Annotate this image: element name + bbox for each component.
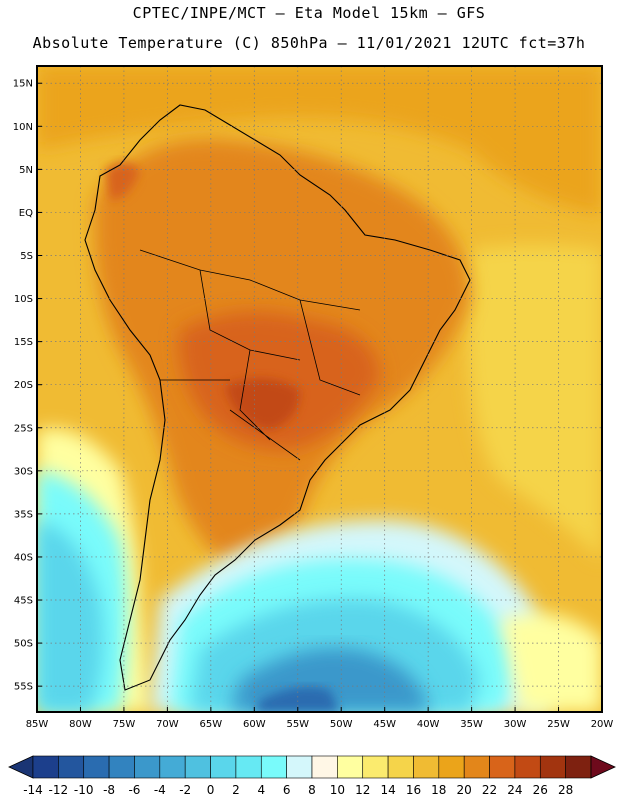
lat-label: 45S <box>14 596 33 607</box>
lat-label: 40S <box>14 552 33 563</box>
lon-label: 80W <box>69 719 92 730</box>
lon-label: 65W <box>200 719 223 730</box>
lat-label: 25S <box>14 423 33 434</box>
lat-label: 30S <box>14 466 33 477</box>
colorbar-swatch <box>159 755 186 779</box>
lat-label: 15N <box>13 79 33 90</box>
colorbar-swatch <box>134 755 161 779</box>
colorbar-swatch <box>210 755 237 779</box>
lon-label: 20W <box>591 719 614 730</box>
lon-label: 60W <box>243 719 266 730</box>
lon-label: 55W <box>286 719 309 730</box>
lat-label: 10S <box>14 294 33 305</box>
colorbar-label: 20 <box>457 783 472 797</box>
lat-label: 5S <box>20 251 33 262</box>
colorbar-swatch <box>463 755 490 779</box>
colorbar-label: -2 <box>179 783 191 797</box>
colorbar-label: 2 <box>232 783 240 797</box>
colorbar-swatch <box>108 755 135 779</box>
colorbar-label: 16 <box>406 783 421 797</box>
lon-label: 50W <box>330 719 353 730</box>
lat-label: 5N <box>19 165 33 176</box>
title-field: Absolute Temperature (C) 850hPa – 11/01/… <box>32 34 586 52</box>
colorbar-swatch <box>413 755 440 779</box>
colorbar-label: 4 <box>257 783 265 797</box>
colorbar-label: -6 <box>128 783 140 797</box>
colorbar-label: 6 <box>283 783 291 797</box>
colorbar-label: 28 <box>558 783 573 797</box>
lon-label: 85W <box>26 719 49 730</box>
lon-label: 70W <box>156 719 179 730</box>
colorbar-label: 24 <box>507 783 522 797</box>
colorbar-swatch <box>58 755 85 779</box>
colorbar-swatch <box>438 755 465 779</box>
colorbar-label: -10 <box>74 783 94 797</box>
lat-label: 55S <box>14 682 33 693</box>
lon-label: 25W <box>547 719 570 730</box>
lat-label: 15S <box>14 337 33 348</box>
lat-label: 50S <box>14 639 33 650</box>
continent-outline <box>84 104 471 691</box>
colorbar-under-arrow <box>8 755 34 779</box>
colorbar-swatch <box>235 755 262 779</box>
map-frame <box>36 65 603 713</box>
colorbar-swatch <box>260 755 287 779</box>
colorbar-swatch <box>83 755 110 779</box>
colorbar-label: -14 <box>23 783 43 797</box>
colorbar-label: 0 <box>207 783 215 797</box>
colorbar-swatch <box>32 755 59 779</box>
colorbar-label: 10 <box>330 783 345 797</box>
country-borders <box>139 249 361 461</box>
colorbar-swatch <box>489 755 516 779</box>
lat-label: EQ <box>19 208 33 219</box>
colorbar-label: -4 <box>154 783 166 797</box>
colorbar-label: 18 <box>431 783 446 797</box>
colorbar-label: 12 <box>355 783 370 797</box>
colorbar-swatch <box>337 755 364 779</box>
colorbar-swatch <box>514 755 541 779</box>
colorbar-label: -12 <box>49 783 69 797</box>
colorbar-swatch <box>184 755 211 779</box>
lon-label: 30W <box>504 719 527 730</box>
colorbar-label: 8 <box>308 783 316 797</box>
lon-label: 35W <box>460 719 483 730</box>
lat-label: 20S <box>14 380 33 391</box>
lon-label: 40W <box>417 719 440 730</box>
title-model: CPTEC/INPE/MCT – Eta Model 15km – GFS <box>132 4 486 22</box>
lat-label: 10N <box>13 122 33 133</box>
colorbar-over-arrow <box>590 755 616 779</box>
colorbar-label: 22 <box>482 783 497 797</box>
lon-label: 45W <box>373 719 396 730</box>
colorbar-swatch <box>565 755 592 779</box>
colorbar-swatch <box>539 755 566 779</box>
lon-label: 75W <box>113 719 136 730</box>
colorbar-swatch <box>311 755 338 779</box>
colorbar-label: 26 <box>533 783 548 797</box>
colorbar-swatch <box>387 755 414 779</box>
colorbar-label: -8 <box>103 783 115 797</box>
longitude-labels: 85W 80W 75W 70W 65W 60W 55W 50W 45W 40W 35W 30W 25W 2… <box>26 719 614 730</box>
lat-label: 35S <box>14 509 33 520</box>
colorbar-label: 14 <box>380 783 395 797</box>
latitude-labels: 15N 10N 5N EQ 5S 10S 15S 20S 25S 30S 35S 40S 45S 50S 5… <box>13 79 33 693</box>
colorbar-swatch <box>362 755 389 779</box>
colorbar-swatch <box>286 755 313 779</box>
temperature-field <box>37 66 602 712</box>
colorbar: -14 -12 -10 -8 -6 -4 -2 0 2 4 6 8 10 12 14 16 18 20 22 24 26… <box>8 755 616 797</box>
